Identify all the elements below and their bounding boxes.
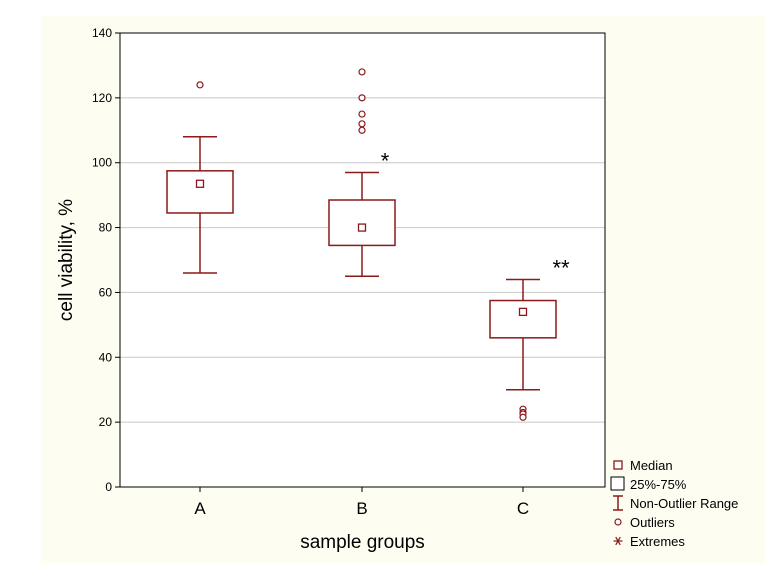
group-b-outlier-point <box>358 94 366 102</box>
legend-label-box: 25%-75% <box>630 477 687 492</box>
legend-label-range: Non-Outlier Range <box>630 496 738 511</box>
y-tick-label: 120 <box>92 91 112 105</box>
group-a-iqr-box <box>166 170 234 214</box>
group-c-median-marker <box>518 307 528 317</box>
group-b-outlier-point <box>358 110 366 118</box>
y-tick-label: 140 <box>92 26 112 40</box>
y-tick-label: 40 <box>99 350 113 364</box>
group-b-median-marker <box>357 223 367 232</box>
legend-outlier-swatch <box>614 518 622 526</box>
y-tick-label: 80 <box>99 221 113 235</box>
group-c-significance-annotation: ** <box>552 255 570 280</box>
group-b-outlier-point <box>358 68 366 76</box>
legend-median-swatch <box>613 460 623 470</box>
group-b-outlier-point <box>358 120 366 128</box>
y-tick-label: 100 <box>92 156 112 170</box>
x-tick-label: A <box>194 499 206 518</box>
legend-label-extreme: Extremes <box>630 534 685 549</box>
x-axis-title: sample groups <box>300 532 425 553</box>
y-tick-label: 0 <box>105 480 112 494</box>
group-a-outlier-point <box>196 81 204 89</box>
x-tick-label: B <box>356 499 367 518</box>
legend-extreme-swatch <box>615 536 621 546</box>
legend-box-swatch <box>610 476 625 491</box>
group-b-outlier-point <box>358 126 366 134</box>
group-b-iqr-box <box>328 199 396 247</box>
y-axis-title: cell viability, % <box>56 199 77 321</box>
group-b-significance-annotation: * <box>381 148 390 173</box>
legend-label-median: Median <box>630 458 673 473</box>
y-tick-label: 20 <box>99 415 113 429</box>
x-tick-label: C <box>517 499 529 518</box>
group-c-outlier-point <box>519 413 527 421</box>
y-tick-label: 60 <box>99 285 113 299</box>
legend-label-outlier: Outliers <box>630 515 675 530</box>
group-a-median-marker <box>195 179 205 188</box>
group-c-iqr-box <box>489 299 557 339</box>
